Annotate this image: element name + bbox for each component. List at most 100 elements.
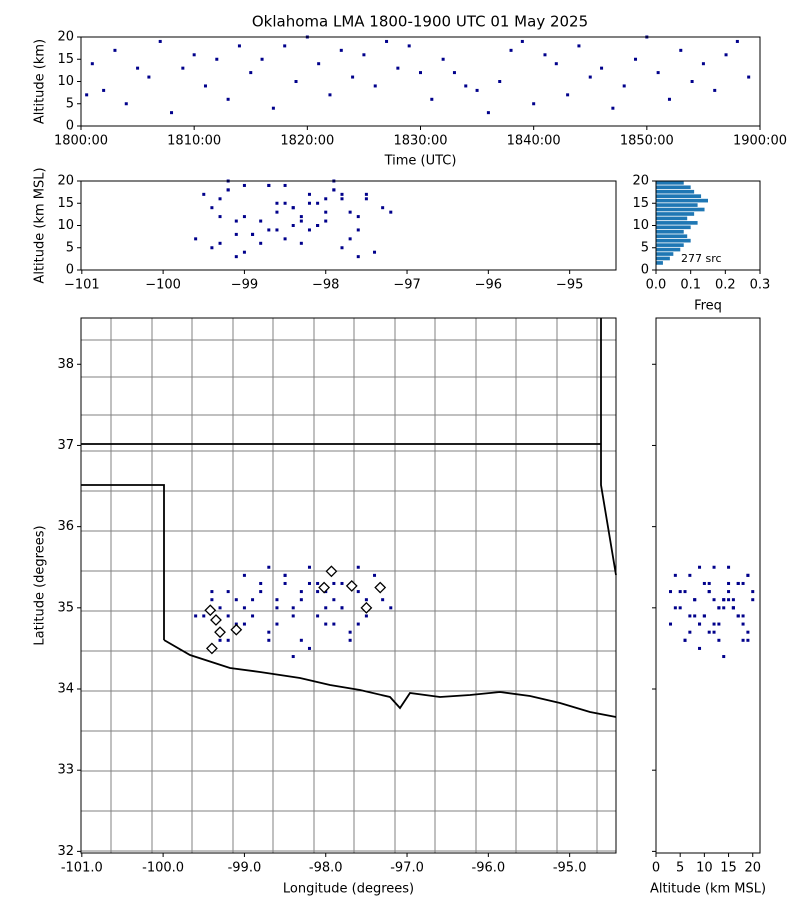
source-point [381,206,385,210]
source-point [348,237,352,241]
source-point [242,215,246,219]
source-point [588,75,592,79]
source-point [722,606,726,610]
source-point [210,590,214,594]
source-point [698,646,702,650]
source-point [340,606,344,610]
x-tick-label: 5 [676,861,684,876]
histogram-bar [656,256,670,261]
source-point [324,210,328,214]
source-point [622,84,626,88]
source-point [218,241,222,245]
y-tick-label: 36 [57,519,74,534]
source-point [299,219,303,223]
y-tick-label: 34 [57,682,74,697]
x-tick-label: −98 [312,278,339,293]
source-point [202,614,206,618]
y-tick-label: 5 [66,96,74,111]
source-point [203,84,207,88]
source-point [242,250,246,254]
source-point [356,228,360,232]
y-tick-label: 20 [632,174,649,189]
source-point [634,57,638,61]
source-point [464,84,468,88]
source-point [667,97,671,101]
source-point [291,606,295,610]
x-tick-label: 0.1 [680,278,701,293]
source-point [267,183,271,187]
source-point [251,614,255,618]
histogram-bar [656,216,688,221]
x-tick-label: 0.2 [715,278,736,293]
source-point [348,210,352,214]
source-point [683,638,687,642]
source-point [194,614,198,618]
source-point [669,590,673,594]
source-point [147,75,151,79]
source-point [452,71,456,75]
x-axis-label: Altitude (km MSL) [650,882,766,897]
station [345,579,358,592]
source-point [712,622,716,626]
axes-frame [655,317,761,854]
source-point [316,224,320,227]
y-tick-label: 0 [66,119,74,134]
source-point [283,201,287,205]
source-point [249,71,253,75]
station [360,601,373,614]
source-point [283,44,287,48]
source-point [712,630,716,634]
source-point [316,581,320,585]
source-point [348,638,352,642]
source-point [717,606,721,610]
source-point [688,614,692,618]
source-point [259,590,263,594]
source-point [275,622,279,626]
source-point [226,614,230,618]
x-tick-label: 1830:00 [393,134,447,149]
source-point [85,93,89,97]
source-point [356,215,360,219]
source-point [307,646,311,650]
x-axis-label: Longitude (degrees) [283,882,414,897]
source-point [746,573,750,577]
histogram-bar [656,212,695,216]
source-point [332,188,336,192]
source-point [294,80,298,83]
source-point [498,80,502,83]
source-point [242,183,246,187]
source-point [299,638,303,642]
station [205,642,218,655]
x-tick-label: 10 [696,861,713,876]
station [204,604,217,617]
station [318,581,331,594]
station [374,581,387,594]
histogram-bar [656,189,695,194]
source-point [102,88,106,92]
x-tick-label: −96 [475,278,502,293]
axes-frame [655,180,761,271]
x-tick-label: 1840:00 [507,134,561,149]
x-tick-label: -96.0 [472,861,506,876]
source-point [234,255,238,259]
axes-frame [80,317,617,854]
axes-frame [80,180,617,271]
source-point [356,255,360,259]
axes-frame [80,36,761,127]
source-point [210,598,214,602]
source-point [509,48,513,52]
y-tick-label: 5 [641,240,649,255]
source-point [124,102,128,106]
source-point [291,614,295,618]
source-point [741,638,745,642]
source-point [210,206,214,210]
source-point [242,606,246,610]
y-tick-label: 5 [66,240,74,255]
source-point [543,53,547,57]
source-point [693,614,697,618]
source-point [577,44,581,48]
source-point [226,638,230,642]
histogram-bar [656,181,684,185]
